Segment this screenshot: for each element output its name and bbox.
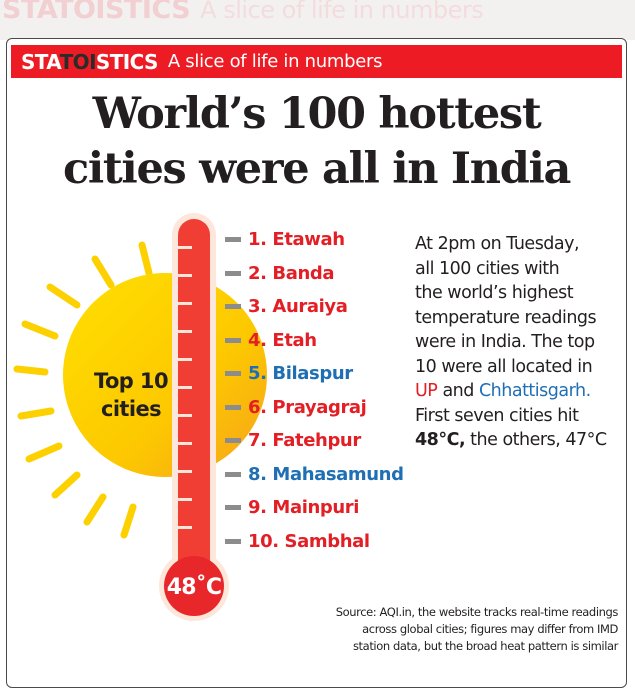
- story-line: 48°C, the others, 47°C: [415, 428, 625, 453]
- city-label: 7. Fatehpur: [248, 430, 361, 451]
- headline-line-1: World’s 100 hottest: [92, 89, 542, 139]
- city-item: 6. Prayagraj: [225, 397, 367, 418]
- tick: [178, 274, 192, 277]
- city-item: 1. Etawah: [225, 229, 345, 250]
- city-item: 10. Sambhal: [225, 531, 370, 552]
- story-line: First seven cities hit: [415, 405, 579, 426]
- list-dash: [225, 237, 241, 242]
- sun-ray: [51, 471, 81, 499]
- brand-toi: TOI: [59, 49, 97, 74]
- story-line: UP and Chhattisgarh.: [415, 379, 625, 404]
- sun-rays: [13, 241, 153, 539]
- city-label: 8. Mahasamund: [248, 464, 404, 485]
- story-line: were in India. The top: [415, 332, 595, 352]
- list-dash: [225, 405, 241, 410]
- sun-ray: [21, 320, 59, 340]
- city-item: 3. Auraiya: [225, 296, 348, 317]
- city-item: 2. Banda: [225, 263, 335, 284]
- background-brand: STATOISTICS A slice of life in numbers: [2, 0, 484, 25]
- tick: [178, 330, 192, 333]
- background-brand-text: STATOISTICS: [2, 0, 191, 25]
- tick: [178, 302, 192, 305]
- story-text: At 2pm on Tuesday, all 100 cities with t…: [415, 232, 625, 453]
- headline: World’s 100 hottest cities were all in I…: [7, 87, 626, 197]
- tick: [178, 442, 192, 445]
- sun-ray: [25, 442, 63, 463]
- sun-ray: [17, 407, 55, 420]
- list-dash: [225, 271, 241, 276]
- tick: [178, 470, 192, 473]
- story-rest: the others, 47°C: [465, 430, 607, 450]
- list-dash: [225, 539, 241, 544]
- sun-ray: [13, 365, 49, 376]
- sun-thermometer-illustration: [13, 213, 267, 621]
- city-item: 7. Fatehpur: [225, 430, 361, 451]
- brand-logo: STATOISTICS: [21, 50, 158, 74]
- story-temperature-highlight: 48°C,: [415, 430, 466, 450]
- list-dash: [225, 371, 241, 376]
- story-and: and: [437, 381, 479, 401]
- list-dash: [225, 304, 241, 309]
- story-chhattisgarh-highlight: Chhattisgarh.: [478, 381, 591, 401]
- tick: [178, 246, 192, 249]
- thermometer-mercury: [178, 219, 210, 609]
- sun-ray: [91, 255, 115, 289]
- city-label: 6. Prayagraj: [248, 397, 367, 418]
- story-line: temperature readings: [415, 307, 597, 328]
- headline-line-2: cities were all in India: [62, 144, 571, 194]
- thermometer-reading: 48˚C: [166, 575, 222, 600]
- city-item: 8. Mahasamund: [225, 464, 404, 485]
- top10-label-line-2: cities: [100, 397, 162, 421]
- list-dash: [225, 472, 241, 477]
- brand-post: STICS: [95, 49, 159, 74]
- city-label: 4. Etah: [248, 330, 317, 351]
- source-line: Source: AQI.in, the website tracks real-…: [335, 605, 619, 619]
- tick: [178, 414, 192, 417]
- source-note: Source: AQI.in, the website tracks real-…: [288, 604, 619, 655]
- city-label: 5. Bilaspur: [248, 363, 353, 384]
- city-item: 9. Mainpuri: [225, 497, 359, 518]
- story-up-highlight: UP: [415, 381, 438, 401]
- story-line: the world’s highest: [415, 283, 574, 303]
- sun-ray: [83, 493, 107, 526]
- background-tagline: A slice of life in numbers: [200, 0, 484, 24]
- brand-pre: STA: [21, 49, 60, 74]
- infographic-card: STATOISTICS A slice of life in numbers W…: [6, 38, 627, 688]
- top10-label: Top 10 cities: [75, 367, 187, 423]
- tick: [178, 358, 192, 361]
- header-band: STATOISTICS A slice of life in numbers: [11, 45, 622, 78]
- tick: [178, 386, 192, 389]
- city-label: 2. Banda: [248, 263, 335, 284]
- story-line: all 100 cities with: [415, 258, 560, 279]
- thermometer-ticks: [178, 246, 192, 529]
- city-label: 1. Etawah: [248, 229, 345, 250]
- header-tagline: A slice of life in numbers: [167, 51, 383, 72]
- city-label: 10. Sambhal: [248, 531, 370, 552]
- city-item: 5. Bilaspur: [225, 363, 353, 384]
- sun-ray: [138, 241, 153, 277]
- source-line: across global cities; figures may differ…: [362, 622, 618, 636]
- city-label: 9. Mainpuri: [248, 497, 360, 518]
- list-dash: [225, 338, 241, 343]
- tick: [178, 498, 192, 501]
- sun-ray: [46, 283, 81, 309]
- tick: [178, 526, 192, 529]
- story-line: 10 were all located in: [415, 356, 593, 377]
- source-line: station data, but the broad heat pattern…: [352, 639, 618, 653]
- list-dash: [225, 505, 241, 510]
- sun-ray: [120, 503, 137, 539]
- background-strip: STATOISTICS A slice of life in numbers: [0, 0, 635, 40]
- city-item: 4. Etah: [225, 330, 317, 351]
- thermometer-bulb: [164, 556, 224, 616]
- thermometer: [159, 213, 229, 621]
- city-label: 3. Auraiya: [248, 296, 348, 317]
- top10-label-line-1: Top 10: [94, 369, 169, 393]
- story-line: At 2pm on Tuesday,: [415, 234, 580, 254]
- list-dash: [225, 438, 241, 443]
